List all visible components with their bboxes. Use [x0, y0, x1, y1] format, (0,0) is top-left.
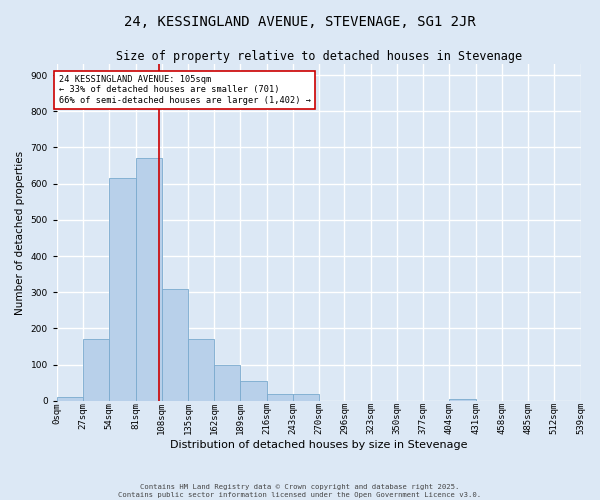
Bar — [241, 381, 266, 401]
Y-axis label: Number of detached properties: Number of detached properties — [15, 150, 25, 314]
Text: 24 KESSINGLAND AVENUE: 105sqm
← 33% of detached houses are smaller (701)
66% of : 24 KESSINGLAND AVENUE: 105sqm ← 33% of d… — [59, 75, 311, 105]
Text: 24, KESSINGLAND AVENUE, STEVENAGE, SG1 2JR: 24, KESSINGLAND AVENUE, STEVENAGE, SG1 2… — [124, 15, 476, 29]
Text: Contains HM Land Registry data © Crown copyright and database right 2025.
Contai: Contains HM Land Registry data © Crown c… — [118, 484, 482, 498]
Bar — [266, 394, 293, 401]
Bar — [109, 178, 136, 401]
X-axis label: Distribution of detached houses by size in Stevenage: Distribution of detached houses by size … — [170, 440, 467, 450]
Bar — [136, 158, 162, 401]
Bar — [449, 399, 476, 401]
Bar — [188, 340, 214, 401]
Bar — [293, 394, 319, 401]
Bar — [214, 364, 241, 401]
Bar — [57, 397, 83, 401]
Bar — [162, 288, 188, 401]
Title: Size of property relative to detached houses in Stevenage: Size of property relative to detached ho… — [116, 50, 522, 63]
Bar — [83, 340, 109, 401]
